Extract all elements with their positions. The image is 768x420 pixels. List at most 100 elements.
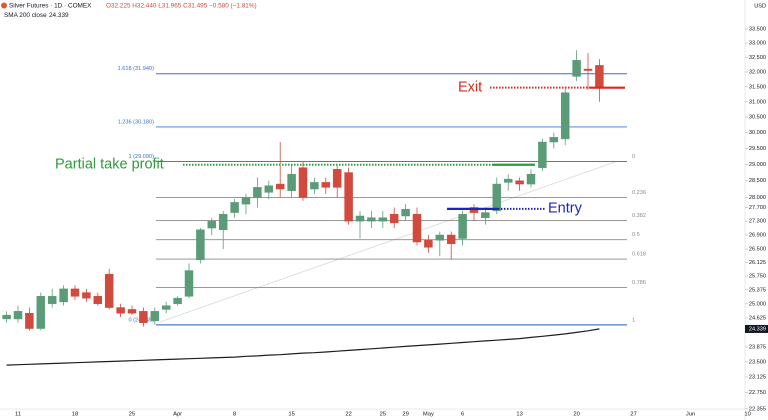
y-tick-label: 22.750	[749, 390, 766, 396]
candle-body	[2, 314, 11, 320]
y-tick-label: 23.875	[749, 345, 766, 351]
candle-body	[139, 311, 148, 324]
y-tick-label: 30.500	[749, 115, 766, 121]
indicator-name: SMA 200 close	[4, 12, 47, 19]
candle-body	[264, 185, 274, 193]
y-tick-label: 27.300	[749, 219, 766, 225]
symbol-title: Silver Futures · 1D · COMEX	[9, 3, 92, 10]
candle-body	[47, 296, 57, 305]
candle-body	[526, 173, 536, 185]
candle-body	[13, 311, 23, 320]
y-tick-label: 23.125	[749, 374, 766, 380]
candle-body	[481, 212, 490, 218]
candle-body	[401, 208, 410, 217]
candle-body	[59, 288, 68, 303]
candle-body	[446, 234, 456, 245]
y-tick-label: 26.900	[749, 232, 766, 238]
candle-body	[412, 214, 422, 243]
candle-body	[367, 217, 376, 222]
candle-body	[127, 309, 137, 314]
y-tick-label: 31.500	[749, 84, 766, 90]
fib-level-label: 1.618 (31.940)	[118, 66, 155, 72]
y-tick-label: 30.000	[749, 130, 766, 136]
y-tick-label: 26.125	[749, 260, 766, 266]
y-tick-label: 25.750	[749, 274, 766, 280]
fib-level-label: 1.236 (30.180)	[118, 119, 155, 125]
trend-line	[159, 161, 616, 323]
candle-body	[207, 220, 217, 229]
y-tick-label: 27.700	[749, 205, 766, 211]
candle-body	[150, 311, 160, 322]
y-tick-label: 31.000	[749, 99, 766, 105]
y-tick-label: 29.000	[749, 162, 766, 168]
currency-label: USD	[754, 3, 766, 9]
y-tick-label: 33.500	[749, 26, 766, 32]
annotation-text: Entry	[548, 201, 583, 217]
x-tick-label: 27	[630, 412, 636, 418]
fib-level-label: 1	[632, 317, 635, 323]
candle-body	[424, 240, 433, 248]
annotation-text: Exit	[458, 80, 482, 96]
candle-body	[572, 60, 581, 77]
candle-body	[161, 305, 171, 310]
candle-body	[93, 296, 103, 305]
x-tick-label: 18	[72, 412, 78, 418]
candle-body	[310, 182, 319, 190]
candle-body	[321, 182, 331, 188]
symbol-icon	[1, 2, 7, 9]
candle-body	[389, 214, 399, 224]
x-tick-label: 10	[744, 412, 750, 418]
candle-body	[298, 167, 308, 198]
candle-body	[355, 215, 365, 222]
candle-body	[241, 197, 251, 205]
x-tick-label: 6	[461, 412, 464, 418]
y-tick-label: 23.500	[749, 359, 766, 365]
candle-body	[378, 217, 388, 222]
y-tick-label: 25.375	[749, 287, 766, 293]
x-tick-label: Jun	[686, 412, 695, 418]
fib-level-label: 0.786	[632, 280, 646, 286]
fib-level-label: 1 (29.090)	[129, 154, 155, 160]
candle-body	[218, 214, 228, 231]
candle-body	[469, 207, 479, 213]
price-axis-panel	[745, 0, 768, 420]
x-tick-label: 8	[233, 412, 236, 418]
candle-body	[82, 292, 91, 299]
x-tick-label: 25	[129, 412, 135, 418]
fib-level-label: 0	[632, 154, 635, 160]
candle-body	[104, 273, 114, 308]
candle-body	[515, 180, 524, 185]
fib-level-label: 0.382	[632, 213, 646, 219]
y-tick-label: 32.000	[749, 69, 766, 75]
candle-body	[230, 202, 239, 213]
candle-body	[173, 297, 182, 305]
candle-body	[275, 183, 285, 190]
x-tick-label: 15	[288, 412, 294, 418]
candle-body	[583, 68, 593, 71]
last-value-box	[745, 324, 768, 333]
candle-body	[116, 307, 125, 314]
x-tick-label: 22	[345, 412, 351, 418]
y-tick-label: 28.500	[749, 178, 766, 184]
ohlc-readout: O32.225 H32.440 L31.965 C31.495 −0.580 (…	[106, 3, 257, 10]
x-tick-label: 13	[516, 412, 522, 418]
candle-body	[25, 312, 34, 329]
x-tick-label: 11	[15, 412, 21, 418]
sma-line	[6, 328, 600, 366]
candle-body	[560, 92, 570, 140]
candle-body	[36, 296, 46, 329]
x-tick-label: Apr	[173, 412, 182, 418]
candle-body	[287, 173, 296, 191]
y-tick-label: 32.500	[749, 55, 766, 61]
candle-body	[595, 65, 604, 88]
y-tick-label: 29.500	[749, 146, 766, 152]
y-tick-label: 22.355	[749, 406, 766, 412]
candle-body	[458, 214, 467, 239]
candle-body	[253, 187, 262, 198]
y-tick-label: 33.000	[749, 41, 766, 47]
x-tick-label: 25	[380, 412, 386, 418]
candle-body	[196, 229, 205, 261]
x-tick-label: 20	[573, 412, 579, 418]
